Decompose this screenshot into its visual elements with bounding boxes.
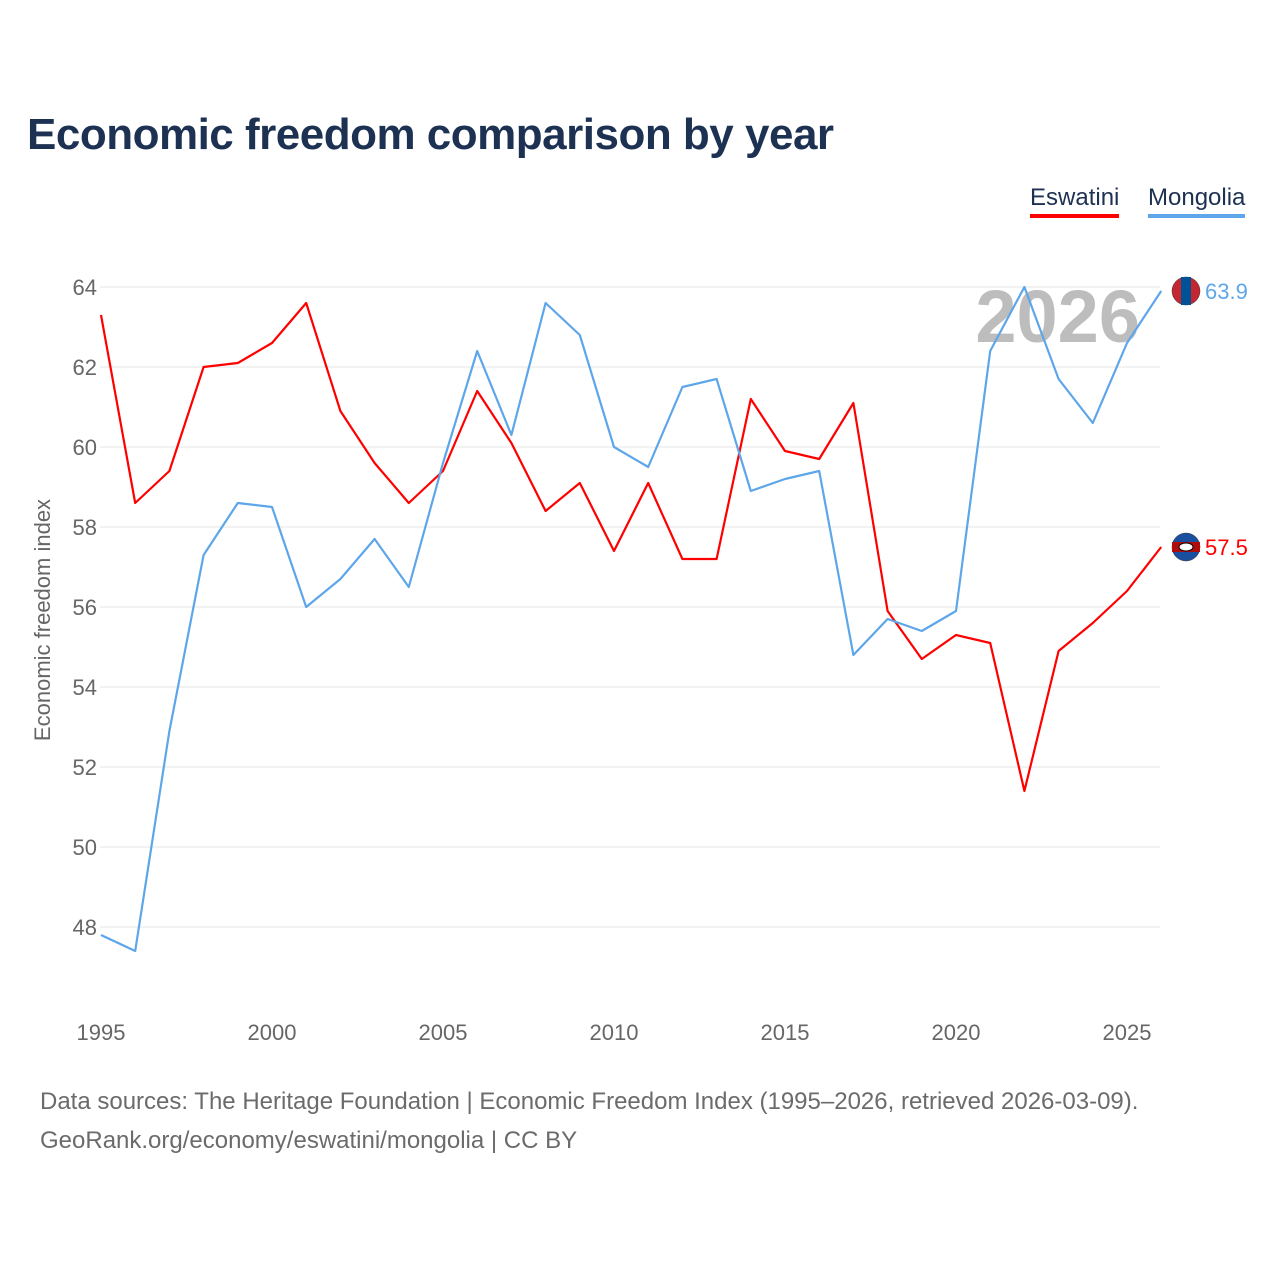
x-tick-label: 1995: [77, 1020, 126, 1045]
legend-eswatini[interactable]: Eswatini: [1030, 184, 1120, 218]
y-tick-label: 52: [73, 755, 97, 780]
x-tick-label: 2005: [419, 1020, 468, 1045]
series-line-eswatini: [99, 301, 1163, 793]
flag-stripe: [1181, 277, 1191, 305]
x-tick-label: 2000: [248, 1020, 297, 1045]
x-tick-label: 2010: [590, 1020, 639, 1045]
series-line-mongolia: [100, 285, 1163, 953]
y-tick-label: 58: [73, 515, 97, 540]
y-tick-label: 62: [73, 355, 97, 380]
chart-title: Economic freedom comparison by year: [27, 110, 834, 159]
y-axis-label: Economic freedom index: [30, 499, 55, 741]
y-tick-label: 50: [73, 835, 97, 860]
footer-sources: Data sources: The Heritage Foundation | …: [40, 1088, 1139, 1115]
footer-link[interactable]: GeoRank.org/economy/eswatini/mongolia | …: [40, 1127, 578, 1154]
x-tick-label: 2025: [1103, 1020, 1152, 1045]
y-tick-label: 54: [73, 675, 97, 700]
legend-mongolia[interactable]: Mongolia: [1148, 184, 1246, 218]
x-tick-label: 2020: [932, 1020, 981, 1045]
end-value-label: 57.5: [1205, 535, 1248, 560]
y-tick-label: 56: [73, 595, 97, 620]
y-tick-label: 48: [73, 915, 97, 940]
x-tick-label: 2015: [761, 1020, 810, 1045]
end-value-label: 63.9: [1205, 279, 1248, 304]
y-tick-label: 64: [73, 275, 97, 300]
year-watermark: 2026: [975, 275, 1140, 358]
flag-shield: [1178, 542, 1194, 552]
y-tick-label: 60: [73, 435, 97, 460]
